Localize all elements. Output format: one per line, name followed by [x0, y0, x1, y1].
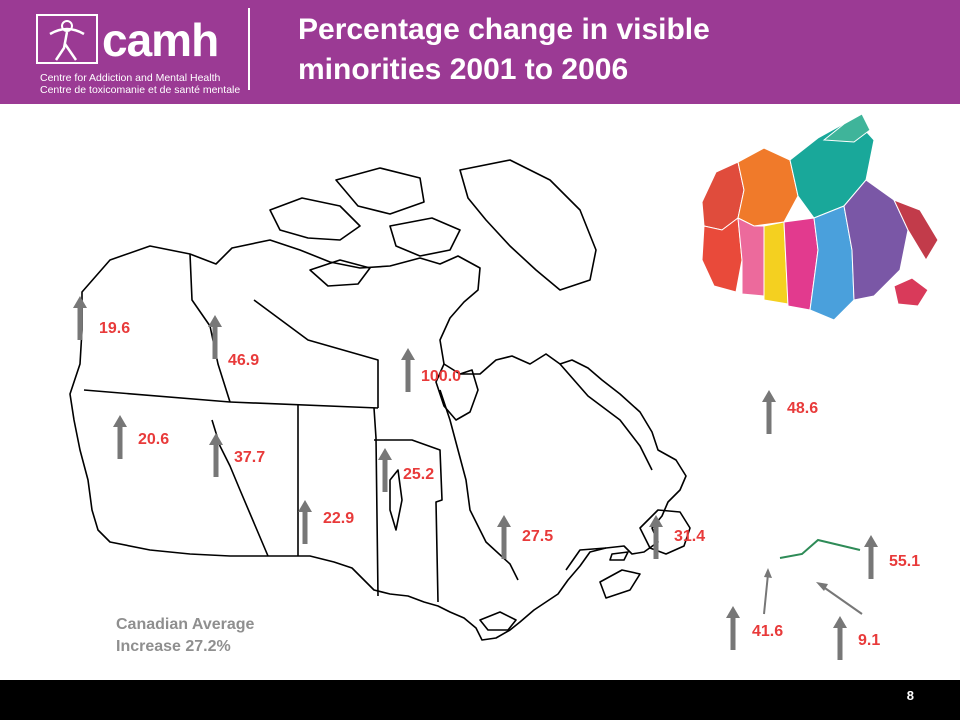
value-new-brunswick: 41.6: [752, 623, 784, 640]
arctic-island-4: [309, 259, 371, 287]
pei-outline: [609, 551, 629, 561]
inset-arctic-islands: [822, 113, 871, 143]
up-arrow-icon: [113, 415, 127, 459]
inset-political-map: [701, 113, 939, 321]
canada-outline-map: [69, 159, 691, 641]
inset-bc: [701, 217, 743, 293]
arctic-island-1: [269, 197, 361, 241]
page-number: 8: [906, 688, 914, 703]
arctic-island-3: [389, 217, 461, 257]
newfoundland-island: [639, 509, 691, 555]
value-alberta: 37.7: [234, 449, 266, 466]
value-yukon: 19.6: [99, 320, 131, 337]
value-nova-scotia: 9.1: [858, 632, 881, 649]
value-british-columbia: 20.6: [138, 431, 170, 448]
up-arrow-icon: [649, 515, 663, 559]
header-bar: camh Centre for Addiction and Mental Hea…: [0, 0, 960, 104]
canadian-average-note: Canadian Average Increase 27.2%: [116, 614, 254, 658]
inset-maritimes: [893, 277, 929, 307]
hudson-bay-shore: [435, 363, 479, 421]
inset-nwt: [737, 147, 799, 227]
value-manitoba: 25.2: [403, 466, 435, 483]
great-lakes: [479, 611, 517, 631]
quebec-labrador-border: [559, 363, 653, 471]
average-value: Increase 27.2%: [116, 638, 231, 655]
up-arrow-icon: [378, 448, 392, 492]
nova-scotia-pointer: [821, 585, 863, 615]
ontario-quebec-border: [439, 389, 519, 581]
up-arrow-icon: [762, 390, 776, 434]
footer-bar: 8: [0, 680, 960, 720]
nwt-prairies-border: [229, 401, 379, 409]
header-divider: [248, 8, 250, 90]
up-arrow-icon: [209, 433, 223, 477]
pei-highlight-line: [779, 538, 861, 559]
inset-quebec: [843, 179, 909, 301]
up-arrow-icon: [497, 515, 511, 559]
arctic-island-2: [335, 167, 425, 215]
yukon-bc-border: [83, 389, 231, 403]
maritime-leader-lines: [763, 538, 863, 615]
logo-wordmark: camh: [102, 14, 219, 66]
value-saskatchewan: 22.9: [323, 510, 355, 527]
lake-winnipeg: [389, 469, 403, 531]
value-newfoundland-labrador: 48.6: [787, 400, 819, 417]
value-quebec: 31.4: [674, 528, 706, 545]
up-arrow-icon: [864, 535, 878, 579]
baffin-island: [459, 159, 597, 291]
value-northwest-territories: 46.9: [228, 352, 260, 369]
value-prince-edward-island: 55.1: [889, 553, 921, 570]
nova-scotia-outline: [599, 569, 641, 599]
inset-labrador: [893, 199, 939, 261]
up-arrow-icon: [726, 606, 740, 650]
up-arrow-icon: [208, 315, 222, 359]
new-brunswick-pointer-head: [764, 568, 772, 578]
nova-scotia-pointer-head: [816, 582, 828, 591]
nwt-nunavut-border: [253, 299, 379, 408]
logo-french-name: Centre de toxicomanie et de santé mental…: [40, 84, 241, 96]
manitoba-ontario-border: [374, 439, 443, 603]
value-ontario: 27.5: [522, 528, 554, 545]
logo-english-name: Centre for Addiction and Mental Health: [40, 72, 221, 84]
slide-title: Percentage change in visible minorities …: [298, 10, 938, 90]
up-arrow-icon: [73, 296, 87, 340]
value-nunavut: 100.0: [421, 368, 462, 385]
average-label: Canadian Average: [116, 616, 255, 633]
slide-title-line2: minorities 2001 to 2006: [298, 53, 629, 86]
quebec-newbrunswick-border: [565, 547, 607, 571]
camh-logo: camh Centre for Addiction and Mental Hea…: [36, 10, 240, 96]
new-brunswick-pointer: [763, 573, 769, 615]
saskatchewan-manitoba-border: [373, 407, 379, 597]
slide-title-line1: Percentage change in visible: [298, 13, 710, 46]
up-arrow-icon: [833, 616, 847, 660]
up-arrow-icon: [401, 348, 415, 392]
camh-figure-icon: [36, 14, 98, 64]
up-arrow-icon: [298, 500, 312, 544]
inset-alberta: [737, 217, 765, 297]
